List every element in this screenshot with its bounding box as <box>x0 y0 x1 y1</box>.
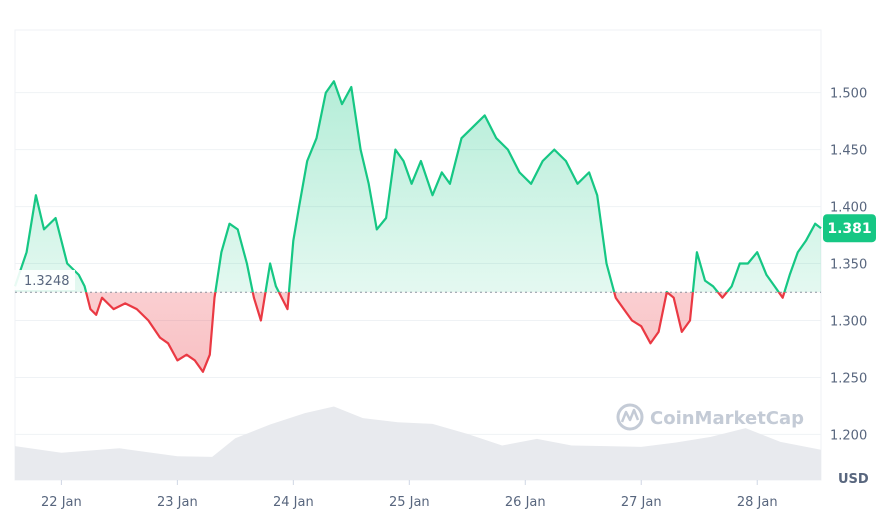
area-above-baseline <box>15 81 821 293</box>
x-tick-label: 22 Jan <box>41 495 82 510</box>
area-below-baseline <box>15 292 821 372</box>
baseline-label: 1.3248 <box>24 274 70 289</box>
x-tick-label: 26 Jan <box>505 495 546 510</box>
x-tick-label: 23 Jan <box>157 495 198 510</box>
volume-area <box>15 406 821 480</box>
current-price-tag: 1.381 <box>823 214 876 243</box>
baseline-label-bg <box>13 270 75 290</box>
x-tick-label: 28 Jan <box>737 495 778 510</box>
volume-shape <box>15 406 821 480</box>
coinmarketcap-logo-icon <box>616 403 644 431</box>
current-price-label: 1.381 <box>827 221 871 237</box>
x-tick-label: 24 Jan <box>273 495 314 510</box>
x-tick-label: 25 Jan <box>389 495 430 510</box>
y-tick-label: 1.500 <box>830 87 867 102</box>
y-tick-label: 1.350 <box>830 258 867 273</box>
y-tick-label: 1.400 <box>830 201 867 216</box>
y-tick-label: 1.250 <box>830 371 867 386</box>
price-line-down <box>84 292 786 373</box>
y-tick-label: 1.200 <box>830 428 867 443</box>
y-tick-label: 1.450 <box>830 144 867 159</box>
y-tick-label: 1.300 <box>830 315 867 330</box>
price-line-up <box>13 80 822 293</box>
current-price-tag-bg <box>823 214 876 243</box>
price-areas <box>15 81 821 372</box>
watermark: CoinMarketCap <box>616 403 804 431</box>
y-axis-unit: USD <box>838 472 869 487</box>
x-tick-label: 27 Jan <box>621 495 662 510</box>
price-lines <box>13 80 822 373</box>
x-axis: 22 Jan 23 Jan 24 Jan 25 Jan 26 Jan 27 Jan 28 J… <box>41 480 778 510</box>
watermark-text: CoinMarketCap <box>650 408 804 429</box>
y-axis: 1.500 1.450 1.400 1.350 1.300 1.250 1.200 <box>830 87 867 444</box>
